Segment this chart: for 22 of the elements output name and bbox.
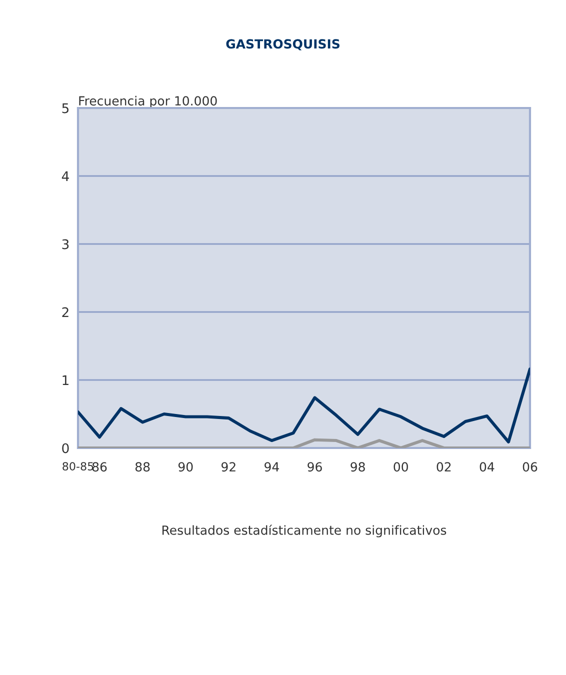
y-axis-title: Frecuencia por 10.000: [79, 96, 217, 108]
y-tick-label: 0: [62, 443, 69, 454]
x-tick-label: 90: [178, 462, 193, 472]
y-tick-label: 3: [62, 239, 69, 250]
chart-title: GASTROSQUISIS: [226, 39, 340, 50]
x-tick-label: 02: [436, 462, 451, 472]
x-tick-label: 06: [522, 462, 538, 472]
x-tick-label: 86: [92, 462, 107, 472]
x-tick-label: 00: [394, 462, 408, 472]
line-series: [78, 368, 530, 444]
x-tick-label: 98: [350, 462, 365, 472]
x-tick-label: 88: [135, 462, 150, 472]
x-tick-label: 96: [308, 462, 322, 472]
x-tick-label: 92: [222, 462, 236, 472]
x-tick-label: 04: [480, 462, 494, 472]
y-tick-label: 2: [62, 307, 68, 318]
y-tick-label: 1: [62, 375, 68, 386]
x-tick-label: 80-85: [62, 462, 94, 470]
text: Resultados estadísticamente no significativos: [162, 524, 446, 538]
x-tick-label: 94: [264, 462, 279, 472]
y-tick-label: 4: [62, 171, 69, 182]
y-tick-label: 5: [62, 103, 69, 114]
